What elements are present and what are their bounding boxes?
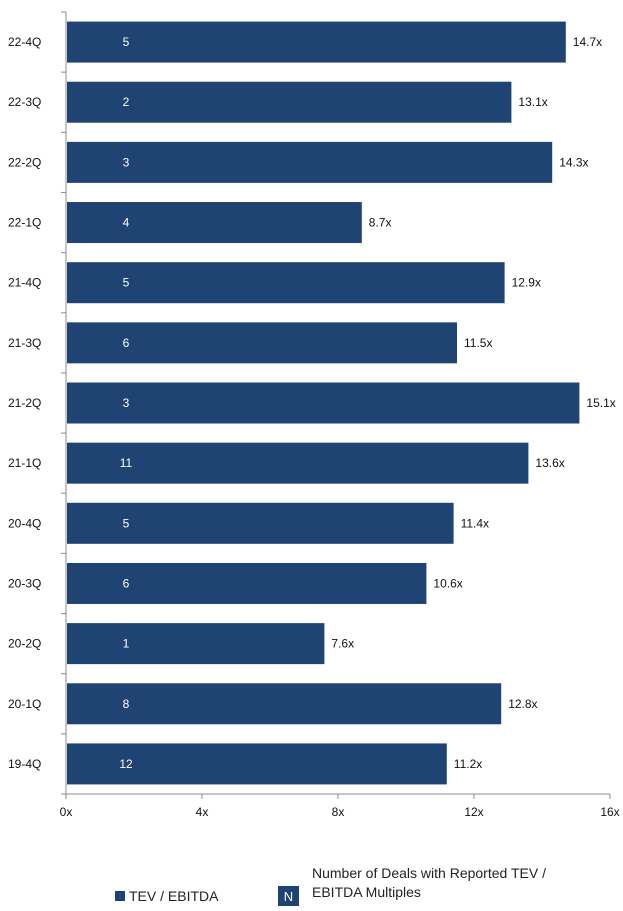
value-label: 15.1x [586,396,615,410]
value-label: 11.4x [461,516,489,530]
deal-count-label: 11 [120,456,133,470]
bar [67,382,580,424]
category-label: 21-4Q [8,276,41,290]
deal-count-label: 8 [123,697,130,711]
x-tick-label: 12x [464,805,483,819]
deal-count-label: 4 [123,216,130,230]
category-label: 22-3Q [8,95,41,109]
deal-count-label: 5 [123,516,130,530]
bar [67,562,427,604]
x-tick-label: 16x [600,805,619,819]
bar [67,21,566,63]
category-label: 20-4Q [8,516,41,530]
category-label: 21-2Q [8,396,41,410]
x-tick-label: 8x [332,805,345,819]
value-label: 13.6x [535,456,564,470]
category-label: 22-2Q [8,155,41,169]
value-label: 14.7x [573,35,602,49]
category-label: 22-1Q [8,216,41,230]
category-label: 20-1Q [8,697,41,711]
category-label: 19-4Q [8,757,41,771]
legend: TEV / EBITDA N Number of Deals with Repo… [0,862,623,911]
bar [67,262,505,304]
x-tick-label: 4x [196,805,209,819]
value-label: 8.7x [369,216,392,230]
bar [67,81,512,123]
bar [67,322,457,364]
legend-item-tev-ebitda: TEV / EBITDA [115,888,218,904]
value-label: 13.1x [518,95,547,109]
deal-count-label: 5 [123,276,130,290]
deal-count-label: 2 [123,95,130,109]
value-label: 11.5x [464,336,492,350]
legend-label-deal-count-line2: EBITDA Multiples [312,884,421,900]
deal-count-label: 3 [123,396,130,410]
category-label: 20-3Q [8,576,41,590]
category-label: 20-2Q [8,637,41,651]
bar [67,683,502,725]
bar [67,502,454,544]
value-label: 12.8x [508,697,537,711]
category-label: 22-4Q [8,35,41,49]
x-tick-label: 0x [60,805,73,819]
deal-count-label: 6 [123,576,130,590]
bar [67,623,325,665]
legend-item-deal-count: N Number of Deals with Reported TEV / EB… [278,864,618,910]
legend-label-deal-count: Number of Deals with Reported TEV / EBIT… [312,864,612,902]
deal-count-label: 5 [123,35,130,49]
deal-count-label: 3 [123,155,130,169]
category-label: 21-1Q [8,456,41,470]
value-label: 11.2x [454,757,482,771]
bar [67,743,447,785]
legend-deal-count-marker: N [278,886,299,906]
legend-label-deal-count-line1: Number of Deals with Reported TEV / [312,865,546,881]
value-label: 10.6x [433,576,462,590]
category-label: 21-3Q [8,336,41,350]
value-label: 12.9x [512,276,541,290]
value-label: 7.6x [331,637,354,651]
deal-count-label: 12 [119,757,133,771]
bar [67,141,553,183]
deal-count-label: 1 [123,637,130,651]
deal-count-label: 6 [123,336,130,350]
bar [67,202,362,244]
value-label: 14.3x [559,155,588,169]
bar [67,442,529,484]
legend-label-tev-ebitda: TEV / EBITDA [129,888,219,904]
legend-swatch-tev-ebitda [115,891,125,901]
